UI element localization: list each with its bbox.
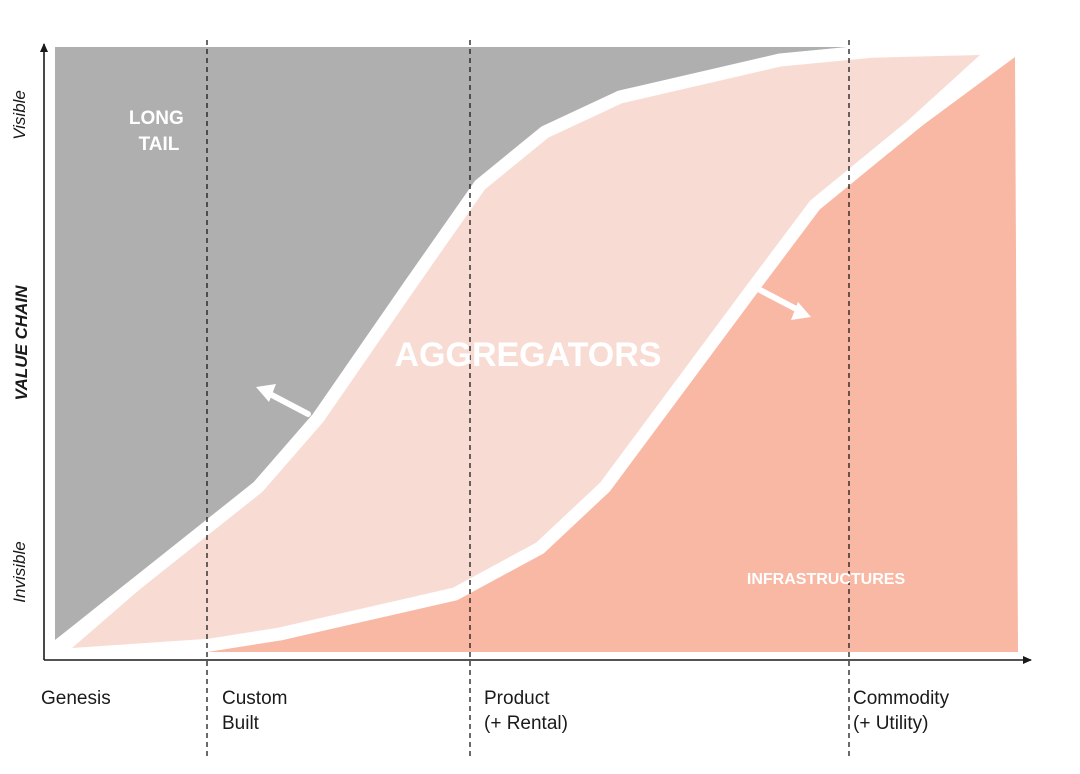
- stage-label-product: Product (+ Rental): [484, 688, 568, 734]
- long-tail-region: [55, 47, 890, 640]
- long-tail-expansion-arrow: [256, 384, 311, 417]
- stage-label-commodity: Commodity (+ Utility): [853, 688, 954, 734]
- aggregators-label: AGGREGATORS: [395, 336, 662, 374]
- y-axis-top-label: Visible: [10, 90, 29, 140]
- infrastructure-boundary-curve: [178, 45, 1009, 656]
- infrastructures-label: INFRASTRUCTURES: [747, 571, 906, 588]
- aggregators-region: [72, 55, 980, 648]
- y-axis-title: VALUE CHAIN: [12, 285, 31, 401]
- long-tail-boundary-curve: [51, 41, 912, 653]
- infrastructure-expansion-arrow: [757, 287, 811, 320]
- y-axis-bottom-label: Invisible: [10, 541, 29, 602]
- stage-label-genesis: Genesis: [41, 688, 111, 709]
- stage-label-custom-built: Custom Built: [222, 688, 293, 734]
- infrastructures-region: [200, 57, 1018, 652]
- long-tail-label: LONG TAIL: [129, 108, 189, 155]
